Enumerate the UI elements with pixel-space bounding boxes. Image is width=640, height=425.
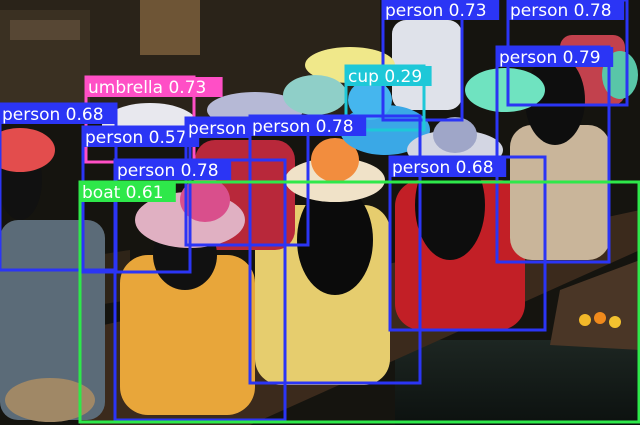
detection-label: person 0.73: [385, 1, 487, 21]
detection-person: person 0.78: [113, 158, 287, 422]
bounding-box: [78, 180, 640, 424]
bounding-box: [495, 45, 611, 264]
detection-person: person 0.79: [495, 45, 614, 264]
detection-label: person: [188, 119, 246, 139]
detection-label: boat 0.61: [82, 183, 164, 203]
detection-label: person 0.78: [252, 117, 354, 137]
label-background: [86, 77, 223, 97]
label-background: [497, 47, 614, 67]
detection-label: person 0.79: [499, 48, 601, 68]
label-background: [390, 157, 507, 177]
label-background: [383, 0, 500, 20]
detection-person: person 0.78: [248, 114, 422, 385]
label-background: [83, 127, 200, 147]
detection-label: person 0.68: [2, 105, 104, 125]
detection-person: person 0.68: [388, 155, 547, 332]
detection-person: person 0.73: [381, 0, 500, 122]
label-background: [80, 182, 176, 202]
label-background: [250, 116, 367, 136]
label-background: [186, 118, 252, 138]
detection-label: person 0.78: [117, 161, 219, 181]
detection-cup: cup 0.29: [344, 64, 432, 132]
detection-boat: boat 0.61: [78, 180, 640, 424]
label-background: [508, 0, 625, 20]
label-background: [346, 66, 432, 86]
label-background: [115, 160, 232, 180]
detection-label: cup 0.29: [348, 67, 422, 87]
detection-label: person 0.68: [392, 158, 494, 178]
label-background: [0, 104, 117, 124]
detection-label: umbrella 0.73: [88, 78, 206, 98]
detection-person: person 0.57: [81, 125, 200, 274]
detection-label: person 0.78: [510, 1, 612, 21]
detection-label: person 0.57: [85, 128, 187, 148]
